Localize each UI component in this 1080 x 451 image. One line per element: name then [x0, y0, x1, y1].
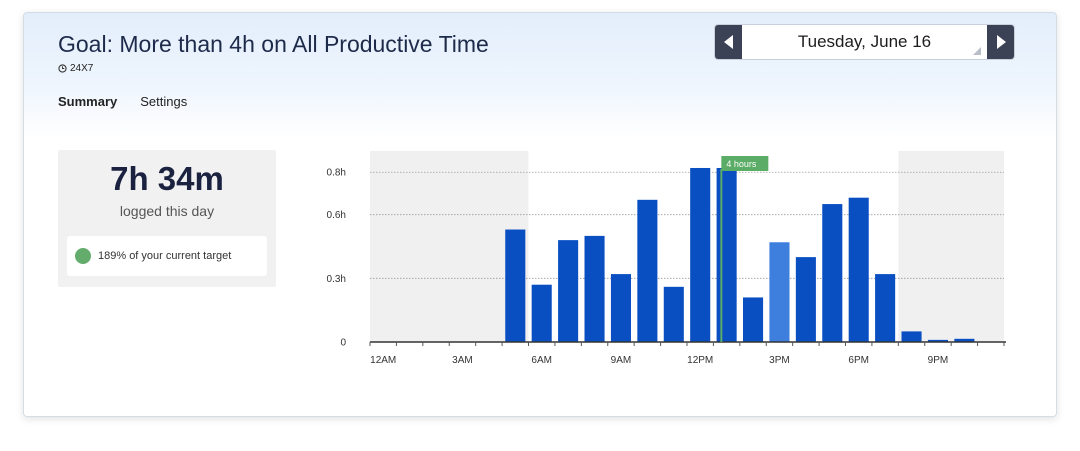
- triangle-right-icon: [996, 35, 1006, 49]
- tab-bar: Summary Settings: [58, 94, 187, 109]
- total-time-caption: logged this day: [119, 203, 215, 219]
- tab-settings[interactable]: Settings: [140, 94, 188, 109]
- x-tick-label: 3PM: [769, 355, 790, 366]
- resize-handle-icon: [973, 47, 981, 55]
- bar-hour-21: [927, 339, 948, 342]
- goal-marker-label: 4 hours: [726, 159, 757, 169]
- tab-summary[interactable]: Summary: [58, 94, 118, 109]
- bar-hour-13: [716, 167, 737, 342]
- y-tick-label: 0.6h: [327, 210, 346, 221]
- bar-hour-18: [848, 197, 869, 342]
- y-tick-label: 0: [340, 338, 346, 349]
- triangle-left-icon: [723, 35, 733, 49]
- x-tick-label: 9PM: [928, 355, 949, 366]
- y-tick-label: 0.3h: [327, 274, 346, 285]
- hourly-bar-chart: 0 0.3h 0.6h 0.8h 12AM 3AM 6AM 9AM 12PM 3PM 6PM 9PM 4…: [327, 151, 1006, 366]
- status-dot-icon: [75, 248, 91, 264]
- bar-hour-8: [584, 235, 605, 342]
- bar-hour-15: [769, 242, 790, 342]
- total-time: 7h 34m: [110, 160, 224, 197]
- x-tick-label: 12AM: [370, 355, 396, 366]
- target-text: 189% of your current target: [98, 250, 232, 262]
- bar-hour-17: [822, 204, 843, 342]
- off-hours-shade-0: [370, 151, 529, 342]
- x-tick-label: 12PM: [687, 355, 713, 366]
- goal-title: Goal: More than 4h on All Productive Tim…: [58, 31, 489, 57]
- y-tick-label: 0.8h: [327, 168, 346, 179]
- goal-card: Goal: More than 4h on All Productive Tim…: [23, 12, 1057, 417]
- x-tick-label: 6PM: [848, 355, 869, 366]
- bar-hour-12: [690, 167, 711, 342]
- bar-hour-7: [558, 240, 579, 342]
- x-tick-label: 3AM: [452, 355, 473, 366]
- bar-hour-20: [901, 331, 922, 342]
- schedule-text: 24X7: [70, 63, 94, 74]
- next-day-button[interactable]: [987, 25, 1014, 59]
- x-tick-label: 6AM: [531, 355, 552, 366]
- previous-day-button[interactable]: [715, 25, 742, 59]
- off-hours-shade-1: [898, 151, 1004, 342]
- bar-hour-5: [505, 229, 526, 342]
- bar-hour-11: [663, 286, 684, 342]
- date-text: Tuesday, June 16: [797, 32, 932, 51]
- date-field[interactable]: Tuesday, June 16: [742, 25, 987, 59]
- bar-hour-6: [531, 284, 552, 342]
- bar-hour-9: [610, 274, 631, 342]
- bar-hour-16: [795, 257, 816, 342]
- bar-hour-22: [954, 338, 975, 342]
- bar-hour-10: [637, 199, 658, 342]
- x-tick-label: 9AM: [611, 355, 632, 366]
- target-status: 189% of your current target: [67, 236, 267, 276]
- bar-hour-19: [875, 274, 896, 342]
- goal-marker-tag: [721, 156, 769, 171]
- clock-icon: [58, 64, 67, 73]
- summary-box: 7h 34m logged this day 189% of your curr…: [58, 150, 276, 287]
- bar-hour-14: [743, 297, 764, 342]
- date-picker: Tuesday, June 16: [714, 24, 1015, 60]
- schedule-label: 24X7: [58, 63, 93, 74]
